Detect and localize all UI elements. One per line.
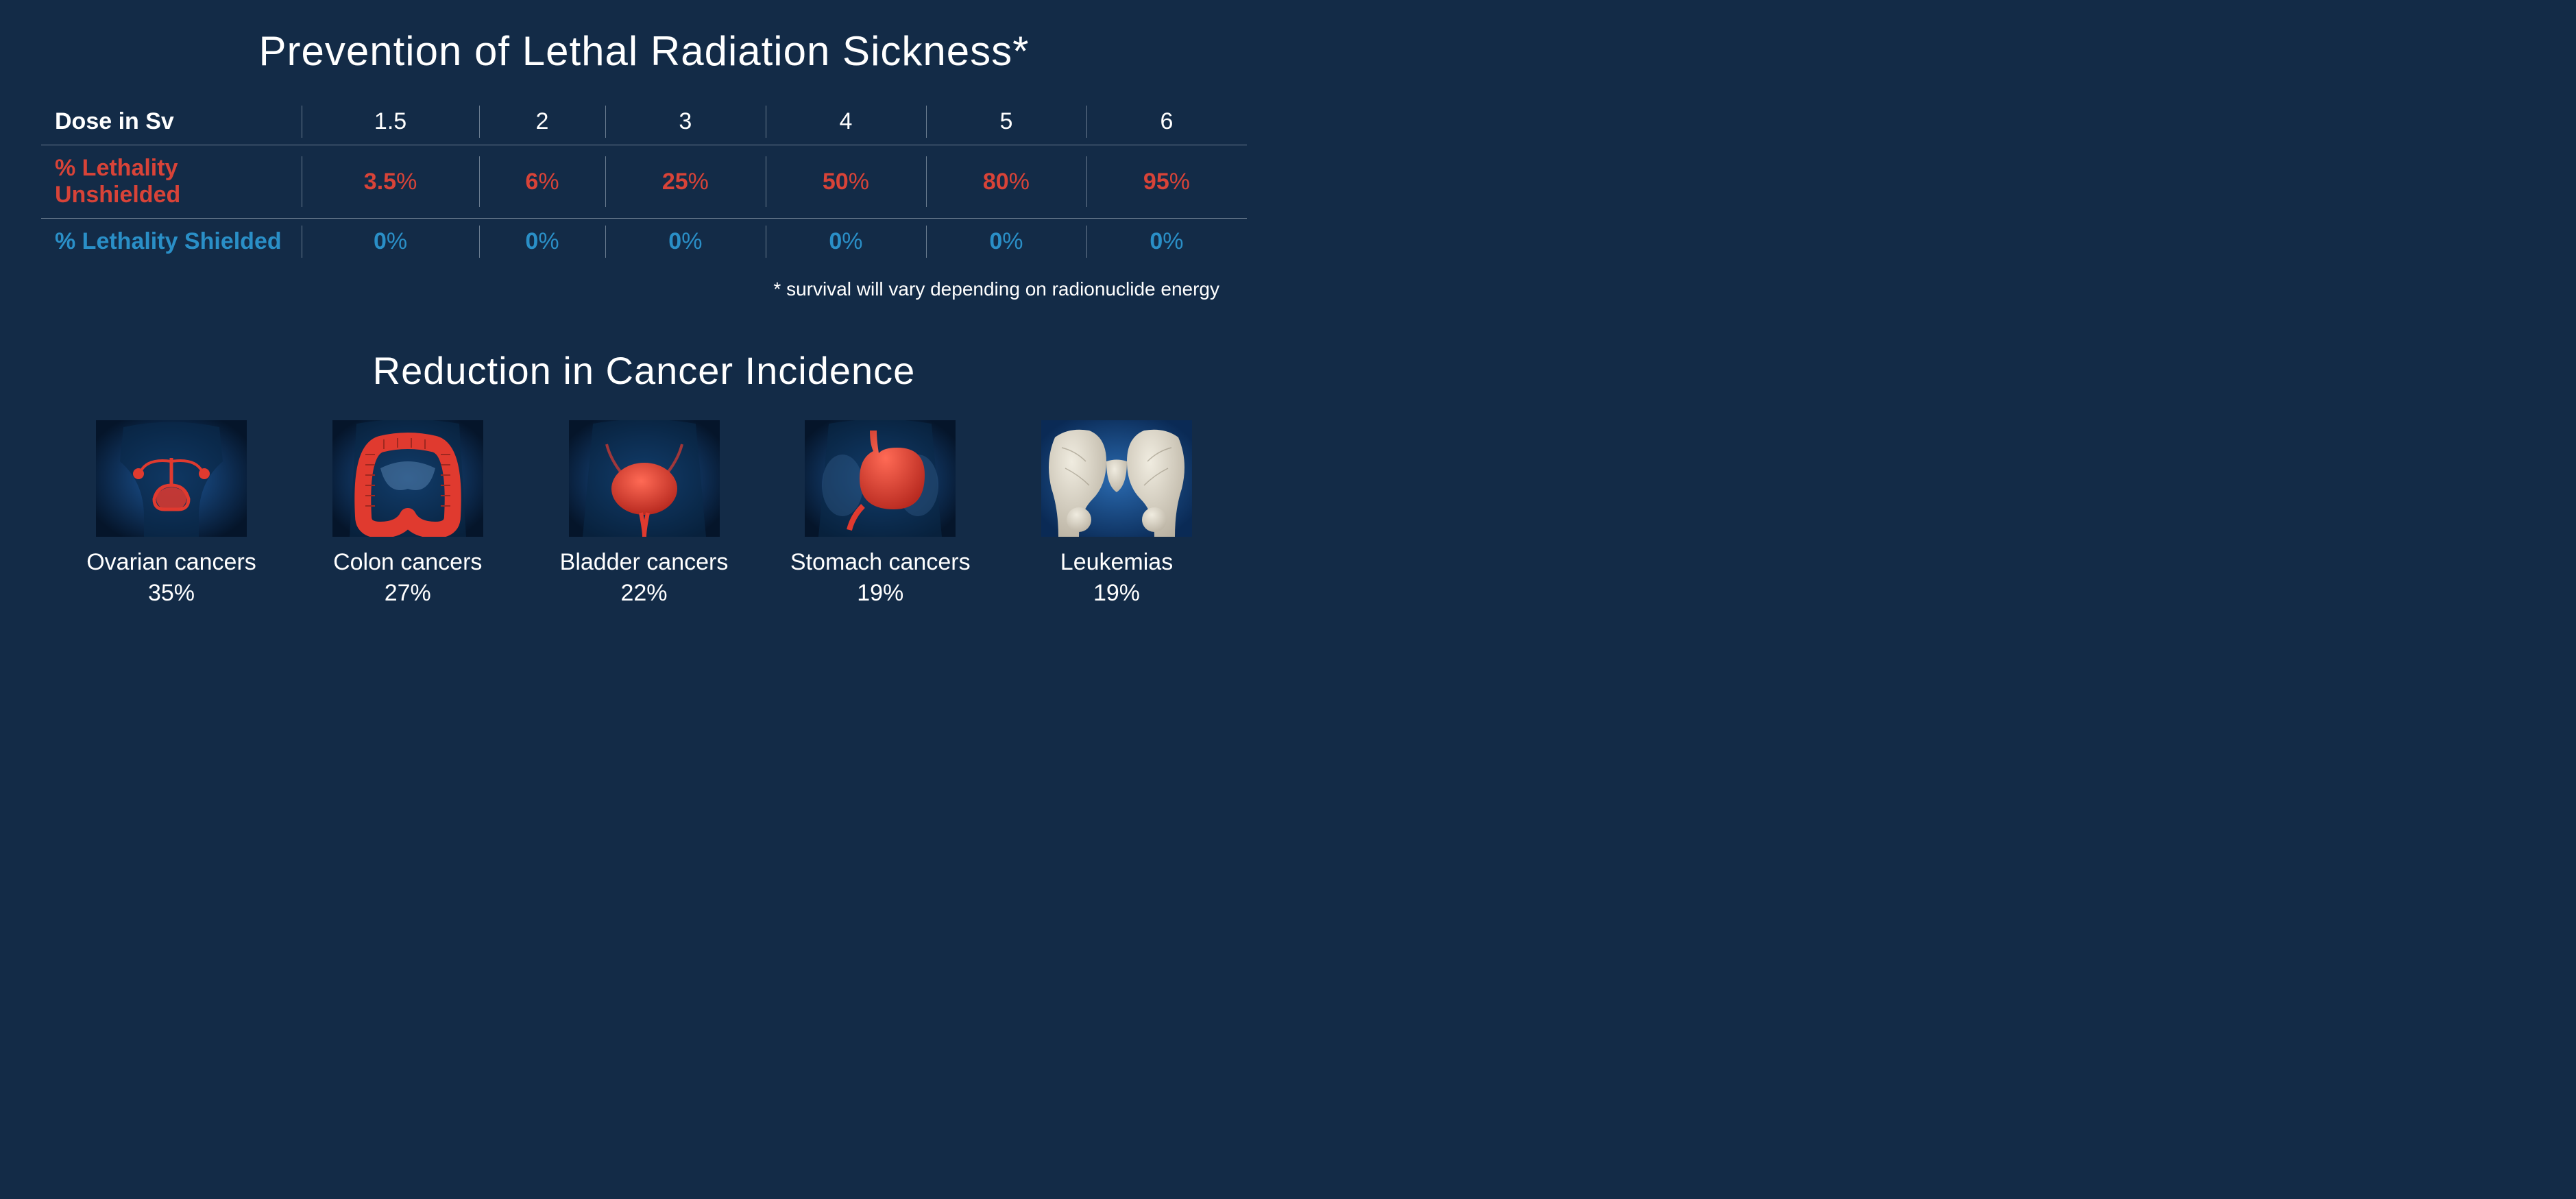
section2-title: Reduction in Cancer Incidence [41, 348, 1247, 393]
footnote: * survival will vary depending on radion… [41, 278, 1247, 300]
bladder-icon [569, 420, 720, 537]
shielded-row: % Lethality Shielded 0% 0% 0% 0% 0% 0% [41, 219, 1247, 265]
dose-cell: 4 [766, 99, 926, 145]
lethality-table: Dose in Sv 1.5 2 3 4 5 6 % Lethality Uns… [41, 99, 1247, 265]
cancer-item-colon: Colon cancers 27% [305, 420, 511, 607]
cancer-label: Stomach cancers [790, 549, 971, 576]
section1-title: Prevention of Lethal Radiation Sickness* [41, 27, 1247, 75]
dose-cell: 3 [605, 99, 766, 145]
shielded-cell: 0% [605, 219, 766, 265]
unshielded-cell: 6% [479, 145, 605, 219]
shielded-cell: 0% [766, 219, 926, 265]
dose-row: Dose in Sv 1.5 2 3 4 5 6 [41, 99, 1247, 145]
cancer-pct: 35% [148, 580, 195, 607]
colon-icon [332, 420, 483, 537]
cancer-pct: 22% [620, 580, 667, 607]
unshielded-cell: 3.5% [302, 145, 479, 219]
dose-cell: 1.5 [302, 99, 479, 145]
cancer-item-leukemias: Leukemias 19% [1014, 420, 1219, 607]
unshielded-cell: 25% [605, 145, 766, 219]
cancer-pct: 19% [857, 580, 903, 607]
unshielded-cell: 95% [1086, 145, 1247, 219]
cancer-pct: 19% [1093, 580, 1140, 607]
dose-label: Dose in Sv [41, 99, 302, 145]
shielded-cell: 0% [1086, 219, 1247, 265]
stomach-icon [805, 420, 956, 537]
cancer-pct: 27% [385, 580, 431, 607]
unshielded-row: % Lethality Unshielded 3.5% 6% 25% 50% 8… [41, 145, 1247, 219]
shielded-cell: 0% [302, 219, 479, 265]
cancer-item-stomach: Stomach cancers 19% [777, 420, 983, 607]
cancer-item-bladder: Bladder cancers 22% [542, 420, 747, 607]
cancer-row: Ovarian cancers 35% [41, 420, 1247, 607]
dose-cell: 5 [926, 99, 1086, 145]
ovarian-icon [96, 420, 247, 537]
shielded-cell: 0% [926, 219, 1086, 265]
pelvis-icon [1041, 420, 1192, 537]
cancer-label: Bladder cancers [560, 549, 729, 576]
unshielded-cell: 80% [926, 145, 1086, 219]
unshielded-label: % Lethality Unshielded [41, 145, 302, 219]
dose-cell: 2 [479, 99, 605, 145]
cancer-item-ovarian: Ovarian cancers 35% [69, 420, 274, 607]
cancer-label: Colon cancers [333, 549, 482, 576]
shielded-cell: 0% [479, 219, 605, 265]
cancer-label: Ovarian cancers [86, 549, 256, 576]
dose-cell: 6 [1086, 99, 1247, 145]
unshielded-cell: 50% [766, 145, 926, 219]
cancer-label: Leukemias [1060, 549, 1173, 576]
shielded-label: % Lethality Shielded [41, 219, 302, 265]
